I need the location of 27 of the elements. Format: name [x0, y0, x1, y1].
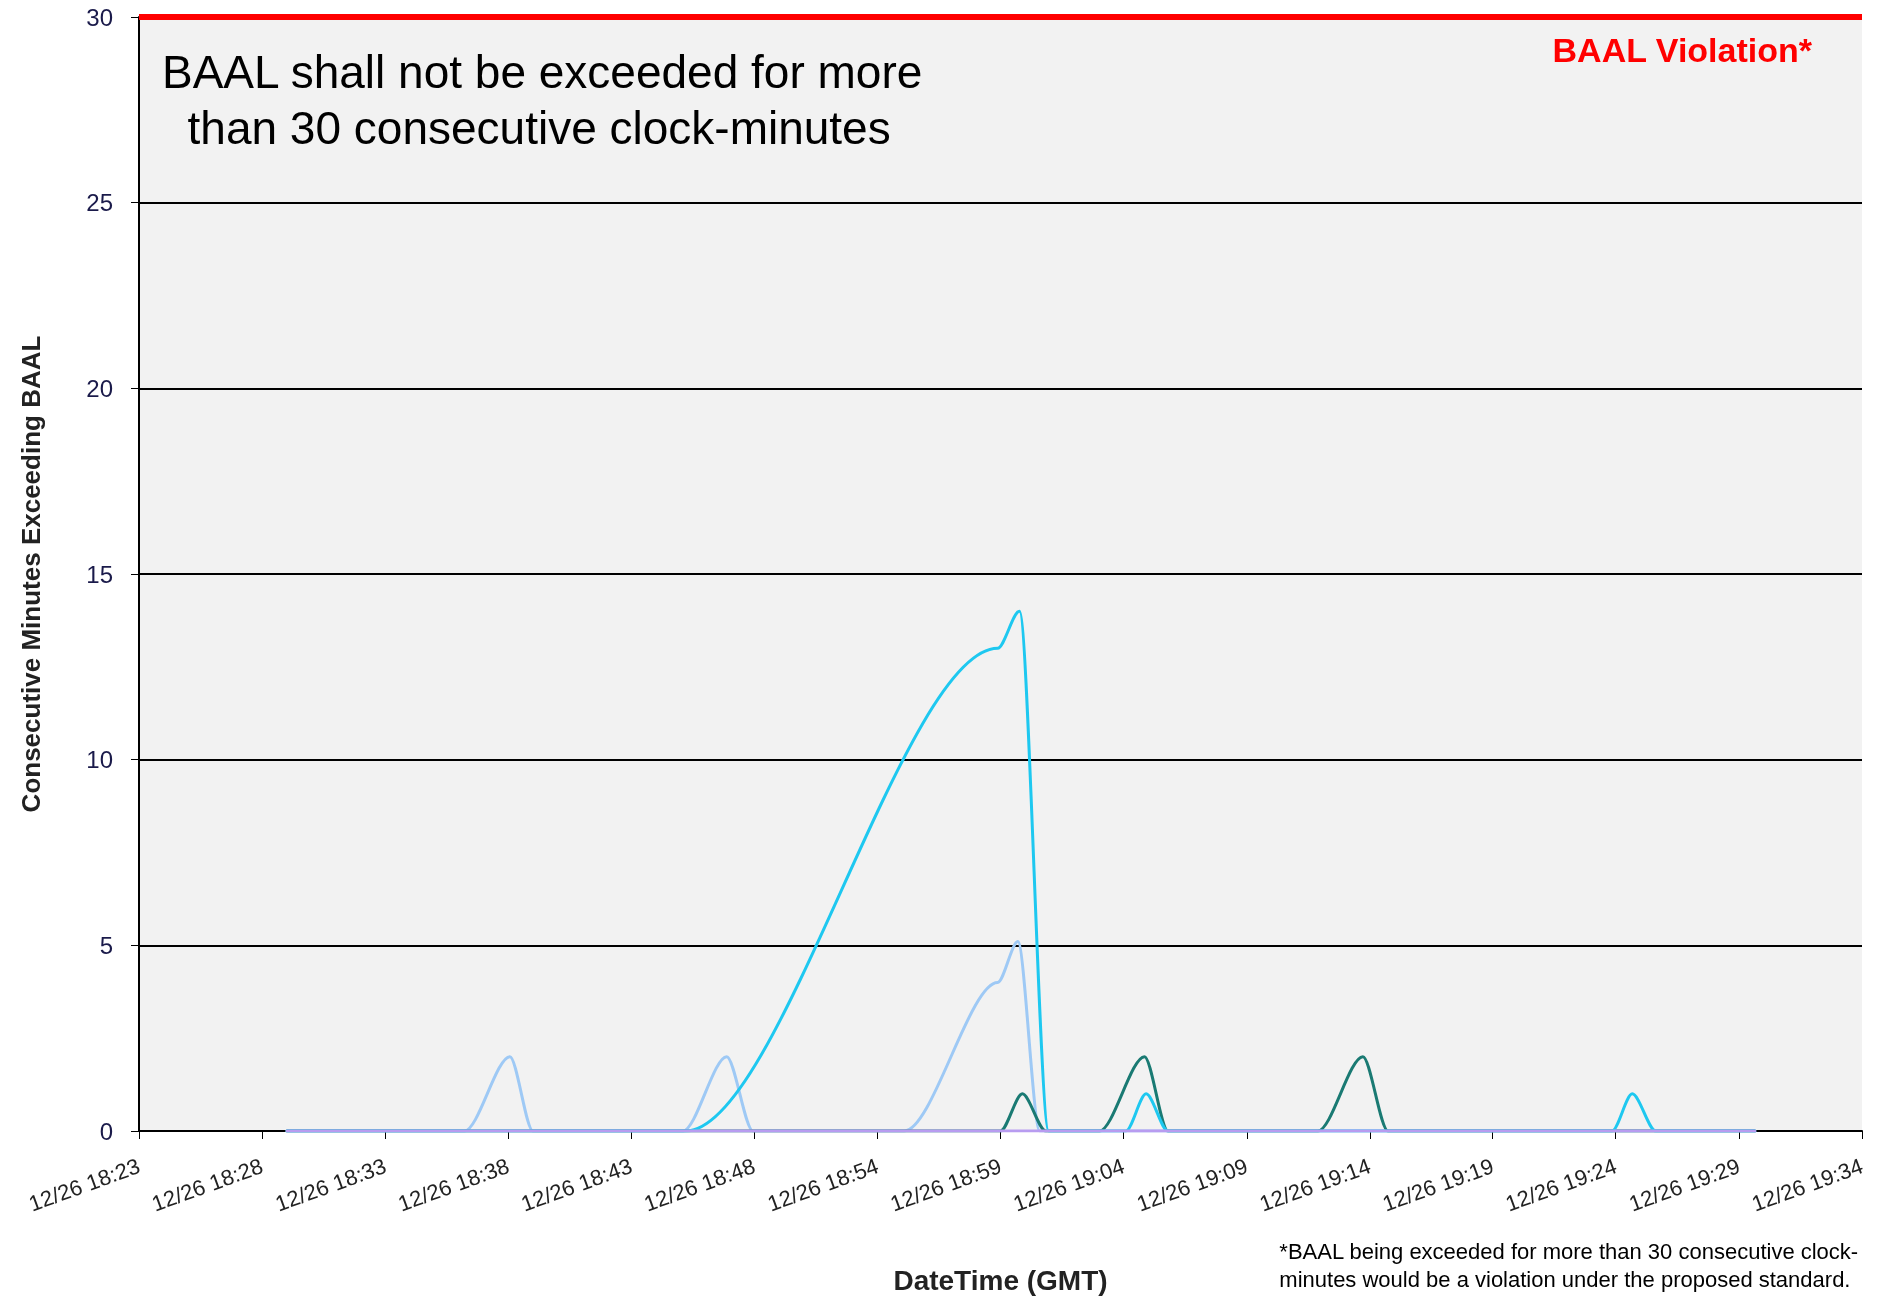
- text: *BAAL being exceeded for more than 30 consecutive clock- minutes would be a violation under the proposed standard.: [1279, 1238, 1859, 1292]
- y-tick-label: 0: [99, 1117, 113, 1145]
- y-tick-label: 10: [86, 746, 113, 774]
- x-tick-label: 12/26 18:33: [271, 1153, 390, 1217]
- x-tick-label: 12/26 18:28: [148, 1153, 267, 1217]
- x-tick-label: 12/26 18:43: [517, 1153, 636, 1217]
- y-axis-title: Consecutive Minutes Exceeding BAAL: [16, 335, 46, 813]
- x-tick-label: 12/26 18:59: [887, 1153, 1005, 1217]
- x-tick-label: 12/26 19:14: [1256, 1153, 1375, 1217]
- x-axis-title: DateTime (GMT): [893, 1264, 1108, 1296]
- x-tick-label: 12/26 19:19: [1379, 1153, 1497, 1217]
- y-tick-label: 5: [99, 931, 113, 959]
- x-tick-label: 12/26 19:24: [1502, 1153, 1620, 1217]
- x-tick-label: 12/26 18:48: [640, 1153, 759, 1217]
- x-tick-label: 12/26 19:04: [1009, 1153, 1128, 1217]
- y-tick-label: 25: [86, 189, 113, 217]
- x-tick-label: 12/26 19:09: [1133, 1153, 1252, 1217]
- x-tick-label: 12/26 18:54: [764, 1153, 882, 1217]
- x-tick-label: 12/26 19:29: [1625, 1153, 1744, 1217]
- annotation: BAAL shall not be exceeded for more than 30 consecutive clock-minutes: [162, 46, 923, 154]
- y-tick-label: 20: [86, 374, 113, 402]
- y-tick-label: 30: [86, 3, 113, 31]
- ref-line-label: BAAL Violation*: [1552, 31, 1813, 69]
- y-tick-label: 15: [86, 560, 113, 588]
- x-tick-label: 12/26 18:23: [25, 1153, 144, 1217]
- x-tick-label: 12/26 19:34: [1748, 1153, 1867, 1217]
- x-tick-label: 12/26 18:38: [394, 1153, 513, 1217]
